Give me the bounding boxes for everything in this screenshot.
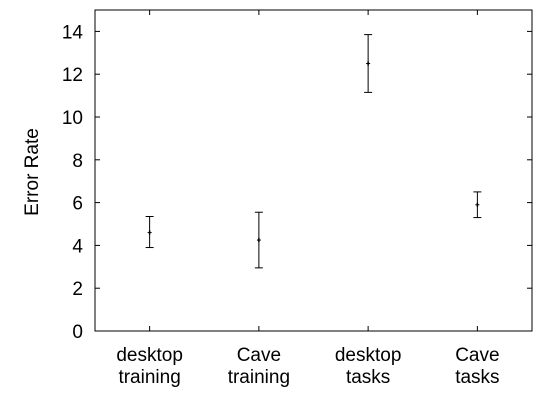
axes — [94, 9, 533, 332]
y-tick-label: 12 — [62, 65, 83, 86]
x-tick-label: Cave tasks — [455, 345, 499, 388]
data-marks — [145, 34, 482, 269]
x-tick-label-line: training — [228, 367, 290, 388]
plot-frame — [94, 9, 533, 332]
y-axis-label: Error Rate — [22, 128, 43, 216]
x-tick-label-line: Cave — [237, 345, 281, 366]
x-tick-label: desktop training — [116, 345, 183, 388]
x-tick-label-line: training — [118, 367, 180, 388]
x-tick-label: desktop tasks — [335, 345, 402, 388]
x-tick-label-line: tasks — [455, 367, 499, 388]
x-tick-label-line: Cave — [455, 345, 499, 366]
y-tick-label: 10 — [62, 108, 83, 129]
x-tick-label-line: desktop — [335, 345, 402, 366]
y-axis-ticks: 0 2 4 6 8 10 12 14 — [62, 22, 532, 343]
x-tick-label-line: desktop — [116, 345, 183, 366]
y-tick-label: 2 — [72, 279, 83, 300]
y-tick-label: 8 — [72, 151, 83, 172]
y-tick-label: 0 — [72, 322, 83, 343]
x-tick-label: Cave training — [228, 345, 290, 388]
y-tick-label: 14 — [62, 22, 84, 43]
x-tick-label-line: tasks — [346, 367, 390, 388]
y-tick-label: 4 — [72, 236, 83, 257]
y-tick-label: 6 — [72, 194, 83, 215]
